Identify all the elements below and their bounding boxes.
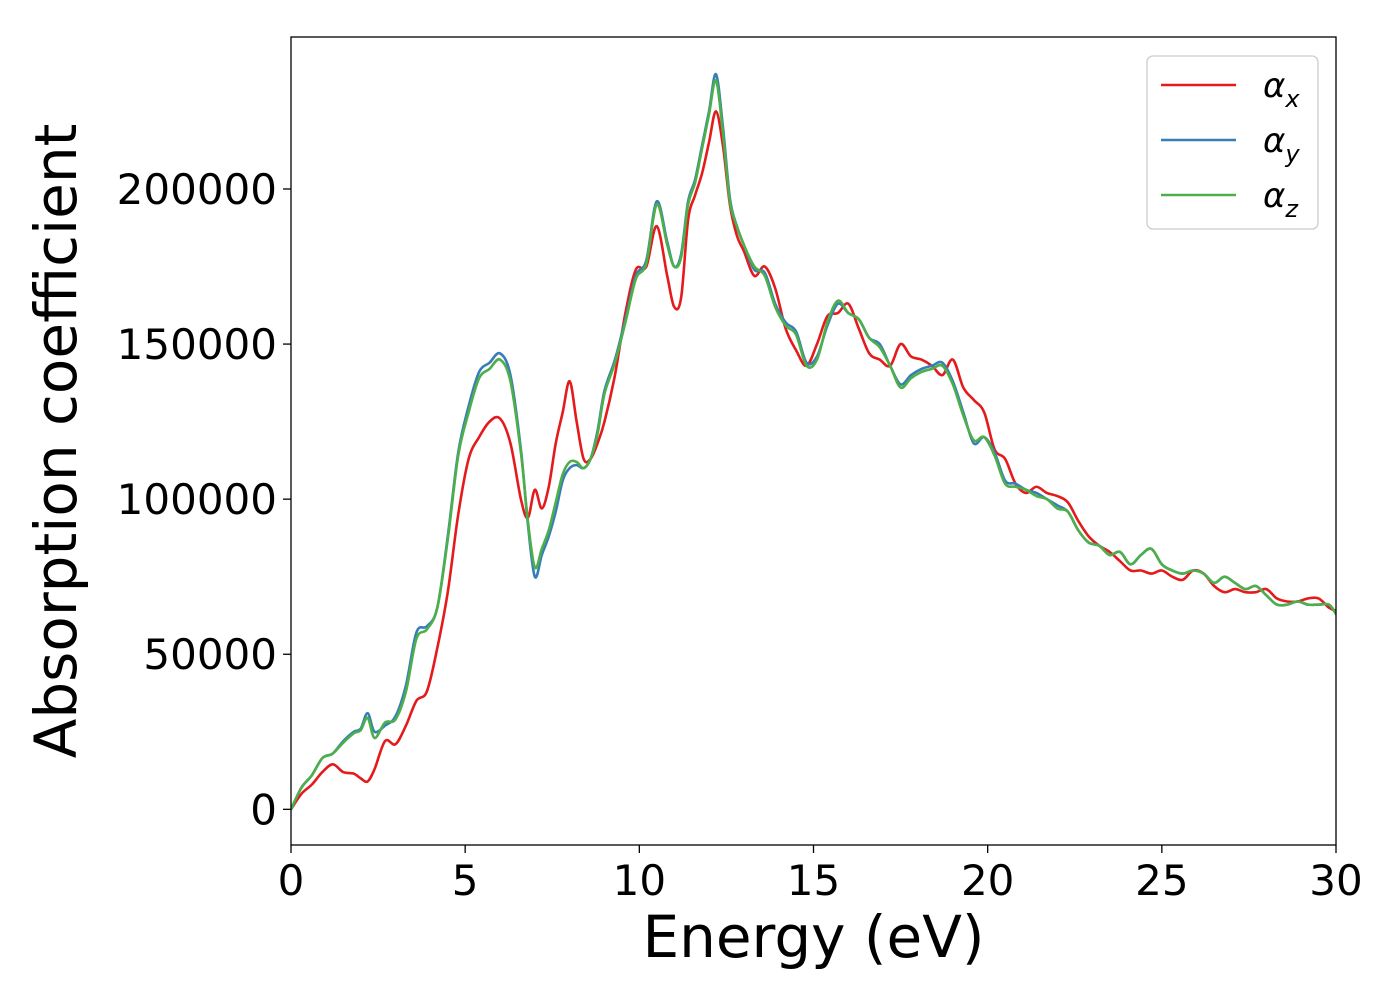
x-tick-label: 15 [787, 856, 840, 905]
y-axis-label: Absorption coefficient [22, 124, 90, 759]
y-tick-label: 150000 [117, 320, 277, 369]
x-tick-label: 25 [1135, 856, 1188, 905]
y-tick-label: 0 [250, 785, 277, 834]
y-tick-label: 100000 [117, 475, 277, 524]
x-tick-label: 20 [961, 856, 1014, 905]
x-tick-label: 30 [1309, 856, 1362, 905]
legend-label-y: αy [1263, 121, 1300, 168]
legend-label-z: αz [1263, 176, 1299, 223]
legend-label-x: αx [1263, 66, 1300, 113]
x-tick-label: 5 [452, 856, 479, 905]
legend-box [1146, 55, 1319, 230]
legend: αx αy αz [1146, 55, 1319, 230]
y-tick-label: 50000 [143, 630, 277, 679]
x-axis: 0 5 10 15 20 25 30 [278, 845, 1363, 905]
y-axis: 0 50000 100000 150000 200000 [117, 165, 291, 834]
series-line-x [291, 110, 1336, 811]
y-tick-label: 200000 [117, 165, 277, 214]
x-axis-label: Energy (eV) [642, 903, 984, 971]
series-layer [291, 72, 1336, 811]
series-line-z [291, 79, 1336, 811]
x-tick-label: 0 [278, 856, 305, 905]
x-tick-label: 10 [613, 856, 666, 905]
